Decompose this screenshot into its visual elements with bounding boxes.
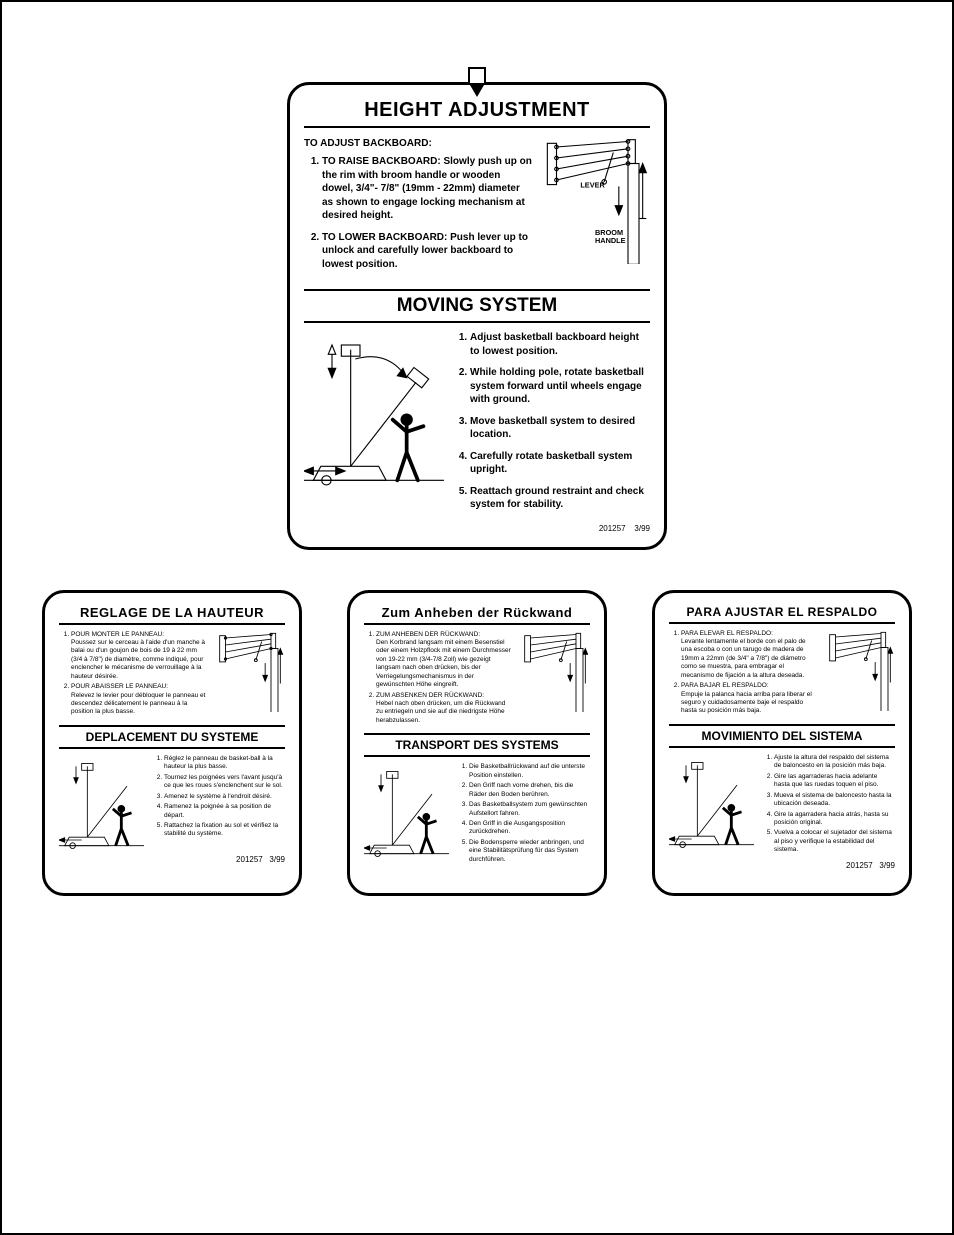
es-lower-head: PARA BAJAR EL RESPALDO: <box>681 682 817 690</box>
moving-system-diagram <box>304 331 444 490</box>
de-moving-diagram <box>364 763 449 866</box>
panel-spanish: PARA AJUSTAR EL RESPALDO PARA ELEVAR EL … <box>652 590 912 897</box>
fr-raise-head: POUR MONTER LE PANNEAU: <box>71 631 207 639</box>
adjust-backboard-subhead: TO ADJUST BACKBOARD: <box>304 138 532 149</box>
moving-diagram-small-fr <box>59 755 144 851</box>
moving-diagram-small-de <box>364 763 449 859</box>
fr-doc-date: 3/99 <box>269 855 285 864</box>
doc-number: 201257 <box>599 524 626 533</box>
es-move-4: Gire la agarradera hacia atrás, hasta su… <box>774 811 895 828</box>
de-move-4: Den Griff in die Ausgangsposition zurück… <box>469 820 590 837</box>
es-move-1: Ajuste la altura del respaldo del sistem… <box>774 754 895 771</box>
es-lever-diagram <box>825 630 895 718</box>
fr-doc-number: 201257 <box>236 855 263 864</box>
fr-height-steps: POUR MONTER LE PANNEAU: Poussez sur le c… <box>59 631 207 717</box>
lever-diagram-box: LEVER BROOM HANDLE <box>540 136 650 279</box>
lever-label: LEVER <box>580 180 605 189</box>
fr-lower-head: POUR ABAISSER LE PANNEAU: <box>71 683 207 691</box>
instruction-page: HEIGHT ADJUSTMENT TO ADJUST BACKBOARD: T… <box>0 0 954 1235</box>
es-lower-body: Empuje la palanca hacia arriba para libe… <box>681 691 812 715</box>
panel-french: REGLAGE DE LA HAUTEUR POUR MONTER LE PAN… <box>42 590 302 897</box>
fr-moving-steps: Réglez le panneau de basket-ball à la ha… <box>152 755 285 839</box>
de-moving-title: TRANSPORT DES SYSTEMS <box>364 733 590 757</box>
height-adjustment-title: HEIGHT ADJUSTMENT <box>304 99 650 128</box>
moving-system-row: Adjust basketball backboard height to lo… <box>304 331 650 520</box>
fr-move-1: Réglez le panneau de basket-ball à la ha… <box>164 755 285 772</box>
es-moving-title: MOVIMIENTO DEL SISTEMA <box>669 724 895 748</box>
height-adjust-row: TO ADJUST BACKBOARD: TO RAISE BACKBOARD:… <box>304 136 650 279</box>
es-doc-number: 201257 <box>846 861 873 870</box>
es-raise-body: Levante lentamente el borde con el palo … <box>681 638 806 679</box>
moving-step-4: Carefully rotate basketball system uprig… <box>470 450 650 477</box>
es-move-3: Mueva el sistema de baloncesto hasta la … <box>774 792 895 809</box>
de-height-title: Zum Anheben der Rückwand <box>364 605 590 625</box>
broom-handle-label-2: HANDLE <box>595 236 626 245</box>
es-moving-steps: Ajuste la altura del respaldo del sistem… <box>762 754 895 855</box>
fr-lever-diagram <box>215 631 285 719</box>
fr-lower-body: Relevez le levier pour débloquer le pann… <box>71 692 205 716</box>
language-panels-row: REGLAGE DE LA HAUTEUR POUR MONTER LE PAN… <box>42 590 912 897</box>
moving-system-title: MOVING SYSTEM <box>304 289 650 323</box>
es-height-title: PARA AJUSTAR EL RESPALDO <box>669 605 895 624</box>
es-raise-step: PARA ELEVAR EL RESPALDO: Levante lentame… <box>681 630 817 681</box>
de-lower-body: Hebel nach oben drücken, um die Rückwand… <box>376 700 505 724</box>
raise-backboard-step: TO RAISE BACKBOARD: Slowly push up on th… <box>322 155 532 223</box>
height-adjust-steps: TO RAISE BACKBOARD: Slowly push up on th… <box>304 155 532 271</box>
es-lower-step: PARA BAJAR EL RESPALDO: Empuje la palanc… <box>681 682 817 716</box>
es-move-2: Gire las agarraderas hacia adelante hast… <box>774 773 895 790</box>
moving-step-2: While holding pole, rotate basketball sy… <box>470 366 650 407</box>
fr-footer: 201257 3/99 <box>59 855 285 864</box>
fr-lower-step: POUR ABAISSER LE PANNEAU: Relevez le lev… <box>71 683 207 717</box>
fr-move-4: Ramenez la poignée à sa position de dépa… <box>164 803 285 820</box>
es-raise-head: PARA ELEVAR EL RESPALDO: <box>681 630 817 638</box>
lever-diagram-small-es <box>825 630 895 712</box>
doc-date: 3/99 <box>634 524 650 533</box>
moving-step-1: Adjust basketball backboard height to lo… <box>470 331 650 358</box>
de-moving-steps: Die Basketballrückwand auf die unterste … <box>457 763 590 864</box>
de-lower-head: ZUM ABSENKEN DER RÜCKWAND: <box>376 692 512 700</box>
fr-raise-body: Poussez sur le cerceau à l'aide d'un man… <box>71 639 205 680</box>
main-panel-english: HEIGHT ADJUSTMENT TO ADJUST BACKBOARD: T… <box>287 82 667 550</box>
moving-system-steps: Adjust basketball backboard height to lo… <box>452 331 650 512</box>
lower-backboard-step: TO LOWER BACKBOARD: Push lever up to unl… <box>322 231 532 272</box>
es-moving-diagram <box>669 754 754 857</box>
de-raise-head: ZUM ANHEBEN DER RÜCKWAND: <box>376 631 512 639</box>
moving-step-3: Move basketball system to desired locati… <box>470 415 650 442</box>
de-raise-step: ZUM ANHEBEN DER RÜCKWAND: Den Korbrand l… <box>376 631 512 690</box>
fr-move-2: Tournez les poignées vers l'avant jusqu'… <box>164 774 285 791</box>
de-height-steps: ZUM ANHEBEN DER RÜCKWAND: Den Korbrand l… <box>364 631 512 726</box>
de-lever-diagram <box>520 631 590 728</box>
moving-diagram-small-es <box>669 754 754 850</box>
de-move-1: Die Basketballrückwand auf die unterste … <box>469 763 590 780</box>
moving-step-5: Reattach ground restraint and check syst… <box>470 485 650 512</box>
lever-diagram-small-de <box>520 631 590 713</box>
fr-height-title: REGLAGE DE LA HAUTEUR <box>59 605 285 625</box>
fr-move-5: Rattachez la fixation au sol et vérifiez… <box>164 822 285 839</box>
main-footer: 201257 3/99 <box>304 524 650 533</box>
fr-moving-diagram <box>59 755 144 851</box>
de-raise-body: Den Korbrand langsam mit einem Besenstie… <box>376 639 511 688</box>
de-move-3: Das Basketballsystem zum gewünschten Auf… <box>469 801 590 818</box>
es-footer: 201257 3/99 <box>669 861 895 870</box>
moving-diagram-box <box>304 331 444 520</box>
lever-mechanism-diagram: LEVER BROOM HANDLE <box>540 136 650 264</box>
fr-moving-title: DEPLACEMENT DU SYSTEME <box>59 725 285 749</box>
es-height-steps: PARA ELEVAR EL RESPALDO: Levante lentame… <box>669 630 817 716</box>
es-doc-date: 3/99 <box>879 861 895 870</box>
de-move-5: Die Bodensperre wieder anbringen, und ei… <box>469 839 590 864</box>
de-lower-step: ZUM ABSENKEN DER RÜCKWAND: Hebel nach ob… <box>376 692 512 726</box>
fr-move-3: Amenez le système à l'endroit désiré. <box>164 793 285 801</box>
fr-raise-step: POUR MONTER LE PANNEAU: Poussez sur le c… <box>71 631 207 682</box>
es-move-5: Vuelva a colocar el sujetador del sistem… <box>774 829 895 854</box>
binder-tab-icon <box>468 67 486 85</box>
panel-german: Zum Anheben der Rückwand ZUM ANHEBEN DER… <box>347 590 607 897</box>
de-move-2: Den Griff nach vorne drehen, bis die Räd… <box>469 782 590 799</box>
lever-diagram-small-fr <box>215 631 285 713</box>
